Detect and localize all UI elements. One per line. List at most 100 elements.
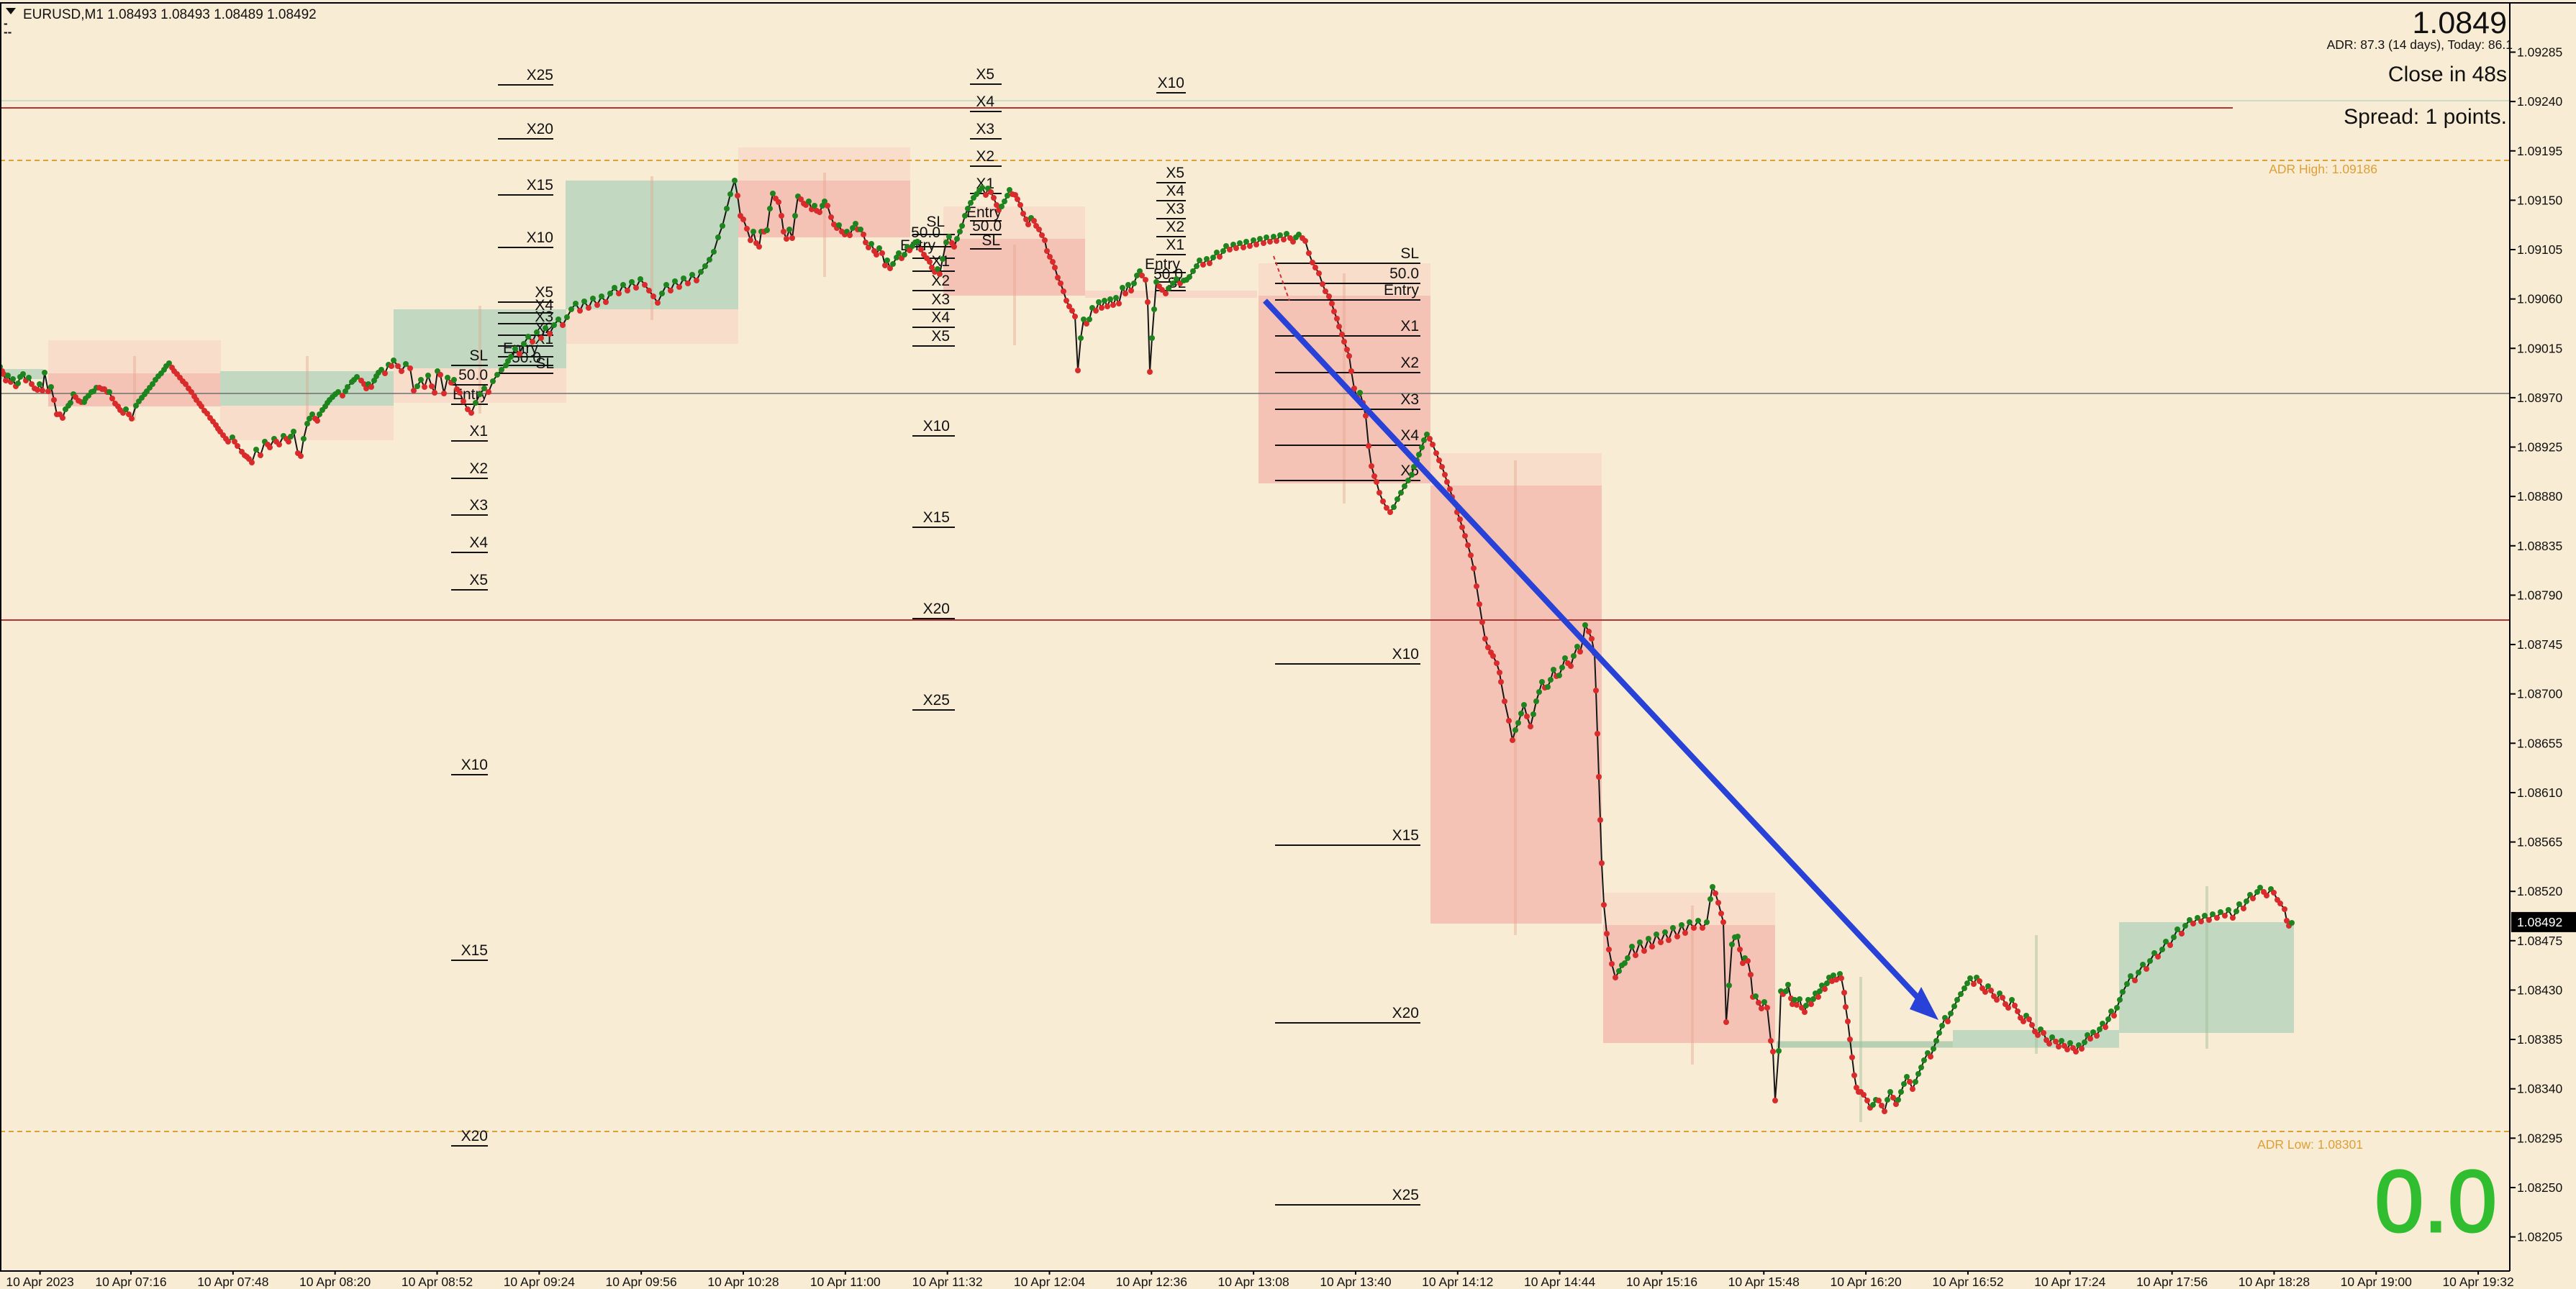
svg-text:X25: X25 [527, 67, 553, 83]
svg-text:ADR Low: 1.08301: ADR Low: 1.08301 [2257, 1137, 2363, 1152]
svg-text:X2: X2 [1166, 219, 1184, 235]
svg-text:10 Apr 14:44: 10 Apr 14:44 [1524, 1275, 1596, 1289]
svg-text:X3: X3 [931, 291, 950, 308]
svg-text:50.0: 50.0 [972, 218, 1002, 234]
svg-text:1.08790: 1.08790 [2517, 588, 2563, 602]
svg-text:ADR: 87.3 (14 days), Today: 86: ADR: 87.3 (14 days), Today: 86.1 [2327, 37, 2513, 52]
svg-text:X5: X5 [469, 572, 488, 588]
svg-text:X3: X3 [976, 121, 994, 137]
svg-text:ADR High: 1.09186: ADR High: 1.09186 [2269, 162, 2377, 176]
svg-text:10 Apr 13:08: 10 Apr 13:08 [1218, 1275, 1289, 1289]
svg-text:10 Apr 10:28: 10 Apr 10:28 [707, 1275, 779, 1289]
svg-text:X10: X10 [1158, 75, 1184, 91]
svg-text:10 Apr 12:36: 10 Apr 12:36 [1116, 1275, 1187, 1289]
svg-text:10 Apr 11:00: 10 Apr 11:00 [810, 1275, 881, 1289]
svg-text:1.08205: 1.08205 [2517, 1230, 2562, 1244]
svg-text:10 Apr 08:20: 10 Apr 08:20 [299, 1275, 371, 1289]
svg-text:-: - [4, 17, 8, 30]
svg-text:X25: X25 [923, 692, 950, 709]
svg-text:X4: X4 [931, 309, 950, 326]
svg-text:EURUSD,M1 1.08493 1.08493 1.0: EURUSD,M1 1.08493 1.08493 1.08489 1.0849… [23, 7, 317, 22]
svg-text:X2: X2 [931, 273, 950, 289]
svg-text:10 Apr 08:52: 10 Apr 08:52 [402, 1275, 473, 1289]
svg-text:1.08970: 1.08970 [2517, 391, 2563, 405]
svg-text:10 Apr 16:52: 10 Apr 16:52 [1932, 1275, 2003, 1289]
svg-text:1.08925: 1.08925 [2517, 440, 2562, 455]
svg-text:10 Apr 18:28: 10 Apr 18:28 [2239, 1275, 2310, 1289]
svg-text:X10: X10 [461, 757, 488, 773]
svg-text:Entry: Entry [1384, 282, 1420, 299]
svg-text:X20: X20 [461, 1128, 488, 1144]
svg-text:1.08340: 1.08340 [2517, 1082, 2563, 1096]
svg-text:1.0849: 1.0849 [2412, 6, 2507, 40]
svg-text:1.08475: 1.08475 [2517, 934, 2562, 948]
svg-text:Spread: 1 points.: Spread: 1 points. [2344, 105, 2507, 129]
svg-text:1.09240: 1.09240 [2517, 94, 2563, 109]
svg-text:Entry: Entry [1145, 256, 1181, 273]
svg-text:X10: X10 [527, 229, 553, 246]
svg-text:10 Apr 13:40: 10 Apr 13:40 [1320, 1275, 1392, 1289]
svg-text:1.08880: 1.08880 [2517, 489, 2563, 504]
svg-text:10 Apr 2023: 10 Apr 2023 [6, 1275, 73, 1289]
svg-text:X1: X1 [469, 423, 488, 439]
svg-text:X15: X15 [923, 509, 950, 526]
svg-text:1.08385: 1.08385 [2517, 1032, 2562, 1047]
svg-text:--: -- [4, 25, 12, 39]
svg-text:X10: X10 [1392, 646, 1419, 662]
svg-text:X20: X20 [923, 601, 950, 617]
svg-text:1.09015: 1.09015 [2517, 341, 2562, 355]
svg-text:X4: X4 [976, 94, 994, 110]
svg-text:10 Apr 17:24: 10 Apr 17:24 [2034, 1275, 2106, 1289]
svg-text:10 Apr 17:56: 10 Apr 17:56 [2136, 1275, 2208, 1289]
svg-text:X25: X25 [1392, 1187, 1419, 1203]
svg-text:1.08835: 1.08835 [2517, 539, 2562, 553]
svg-text:10 Apr 15:48: 10 Apr 15:48 [1728, 1275, 1800, 1289]
svg-text:SL: SL [1167, 275, 1186, 291]
svg-text:X15: X15 [1392, 827, 1419, 844]
svg-text:X5: X5 [535, 284, 553, 301]
svg-text:1.08655: 1.08655 [2517, 736, 2562, 750]
svg-text:X15: X15 [527, 177, 553, 193]
svg-text:X4: X4 [535, 297, 553, 314]
svg-text:X3: X3 [469, 497, 488, 514]
svg-text:X5: X5 [931, 328, 950, 345]
svg-text:10 Apr 19:00: 10 Apr 19:00 [2341, 1275, 2413, 1289]
svg-text:1.08745: 1.08745 [2517, 637, 2562, 652]
svg-text:10 Apr 16:20: 10 Apr 16:20 [1830, 1275, 1902, 1289]
svg-text:Entry: Entry [503, 340, 539, 357]
svg-text:SL: SL [1400, 245, 1419, 262]
svg-text:1.08520: 1.08520 [2517, 884, 2563, 898]
svg-text:Entry: Entry [966, 204, 1002, 221]
svg-text:1.08492: 1.08492 [2517, 915, 2562, 929]
svg-text:1.08700: 1.08700 [2517, 687, 2563, 701]
svg-text:50.0: 50.0 [911, 224, 940, 241]
svg-text:SL: SL [981, 232, 1000, 249]
svg-text:50.0: 50.0 [458, 367, 488, 383]
svg-text:10 Apr 11:32: 10 Apr 11:32 [912, 1275, 983, 1289]
svg-text:10 Apr 19:32: 10 Apr 19:32 [2442, 1275, 2513, 1289]
svg-text:X20: X20 [527, 121, 553, 137]
svg-text:X1: X1 [931, 253, 950, 270]
svg-text:10 Apr 09:24: 10 Apr 09:24 [504, 1275, 576, 1289]
svg-text:1.09285: 1.09285 [2517, 45, 2562, 60]
svg-text:1.09195: 1.09195 [2517, 144, 2562, 158]
svg-text:1.08565: 1.08565 [2517, 835, 2562, 850]
svg-text:1.09060: 1.09060 [2517, 292, 2563, 306]
svg-text:X2: X2 [469, 460, 488, 477]
svg-text:1.08610: 1.08610 [2517, 785, 2563, 800]
svg-text:X15: X15 [461, 942, 488, 959]
svg-text:X3: X3 [1400, 391, 1419, 408]
svg-text:X4: X4 [1400, 427, 1419, 444]
svg-text:X3: X3 [1166, 201, 1184, 217]
svg-text:X5: X5 [976, 66, 994, 83]
svg-text:10 Apr 12:04: 10 Apr 12:04 [1014, 1275, 1086, 1289]
svg-text:X2: X2 [1400, 355, 1419, 371]
svg-text:1.09150: 1.09150 [2517, 193, 2563, 207]
svg-text:X3: X3 [535, 309, 553, 325]
svg-text:1.08250: 1.08250 [2517, 1180, 2563, 1195]
svg-text:X10: X10 [923, 418, 950, 434]
svg-text:10 Apr 15:16: 10 Apr 15:16 [1626, 1275, 1697, 1289]
svg-text:10 Apr 07:48: 10 Apr 07:48 [197, 1275, 268, 1289]
svg-text:X4: X4 [1166, 183, 1184, 199]
svg-text:SL: SL [535, 355, 554, 372]
